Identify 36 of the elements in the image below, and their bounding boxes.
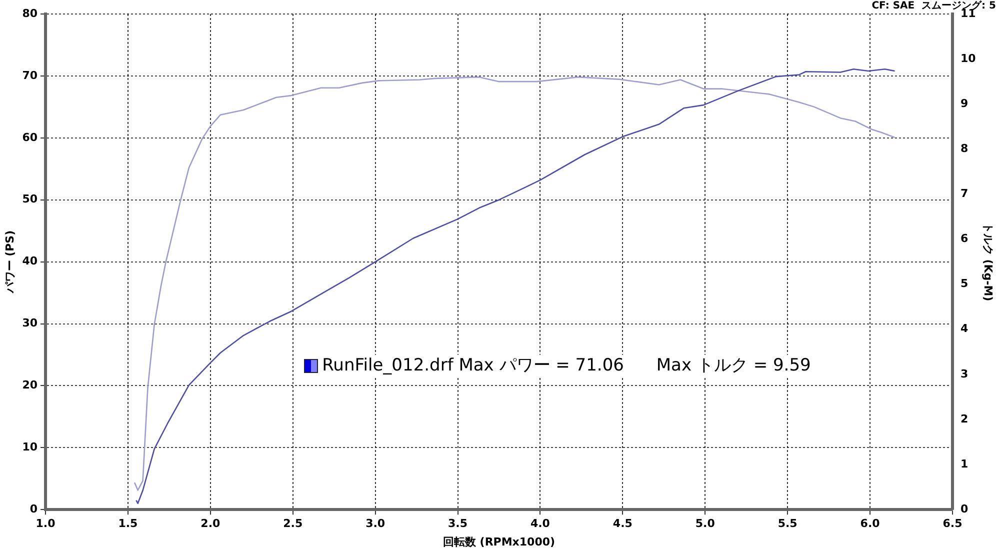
x-tick-label: 4.5: [612, 517, 632, 530]
y2-tick-label: 6: [960, 232, 968, 246]
y-axis-title: パワー (PS): [3, 230, 16, 294]
y2-tick-label: 7: [960, 187, 968, 200]
y2-tick-label: 2: [960, 412, 968, 426]
x-tick-label: 6.0: [860, 517, 880, 530]
y-tick-label: 20: [22, 378, 38, 392]
y-tick-label: 10: [22, 440, 38, 454]
y-tick-label: 70: [22, 68, 38, 82]
y2-tick-label: 3: [960, 367, 968, 380]
y-tick-label: 0: [30, 502, 38, 516]
annotation: RunFile_012.drf Max パワー = 71.06 Max トルク = 9.59: [322, 355, 811, 376]
y2-tick-label: 0: [960, 502, 968, 516]
x-tick-label: 2.0: [200, 517, 220, 530]
x-tick-label: 6.5: [942, 517, 962, 530]
y-tick-label: 30: [22, 316, 38, 330]
x-axis-title: 回転数 (RPMx1000): [442, 535, 556, 548]
y2-tick-label: 9: [960, 96, 968, 110]
y2-tick-label: 8: [960, 142, 968, 156]
y-tick-label: 60: [22, 130, 38, 144]
y2-tick-label: 10: [960, 52, 976, 65]
x-tick-label: 5.0: [695, 517, 716, 530]
y-tick-label: 50: [22, 192, 38, 206]
x-tick-label: 3.0: [366, 517, 386, 530]
x-tick-label: 5.5: [778, 517, 798, 530]
y-tick-label: 80: [22, 6, 38, 20]
x-tick-label: 1.5: [118, 517, 138, 530]
x-tick-label: 2.5: [283, 517, 303, 530]
y2-axis-title: トルク (Kg-M): [982, 222, 995, 302]
x-tick-label: 1.0: [36, 517, 56, 530]
x-tick-label: 3.5: [448, 517, 468, 530]
y2-tick-label: 1: [960, 457, 968, 470]
y2-tick-label: 4: [960, 322, 968, 336]
y-tick-label: 40: [22, 254, 38, 268]
y2-tick-label: 5: [960, 277, 968, 290]
x-tick-label: 4.0: [530, 517, 550, 530]
